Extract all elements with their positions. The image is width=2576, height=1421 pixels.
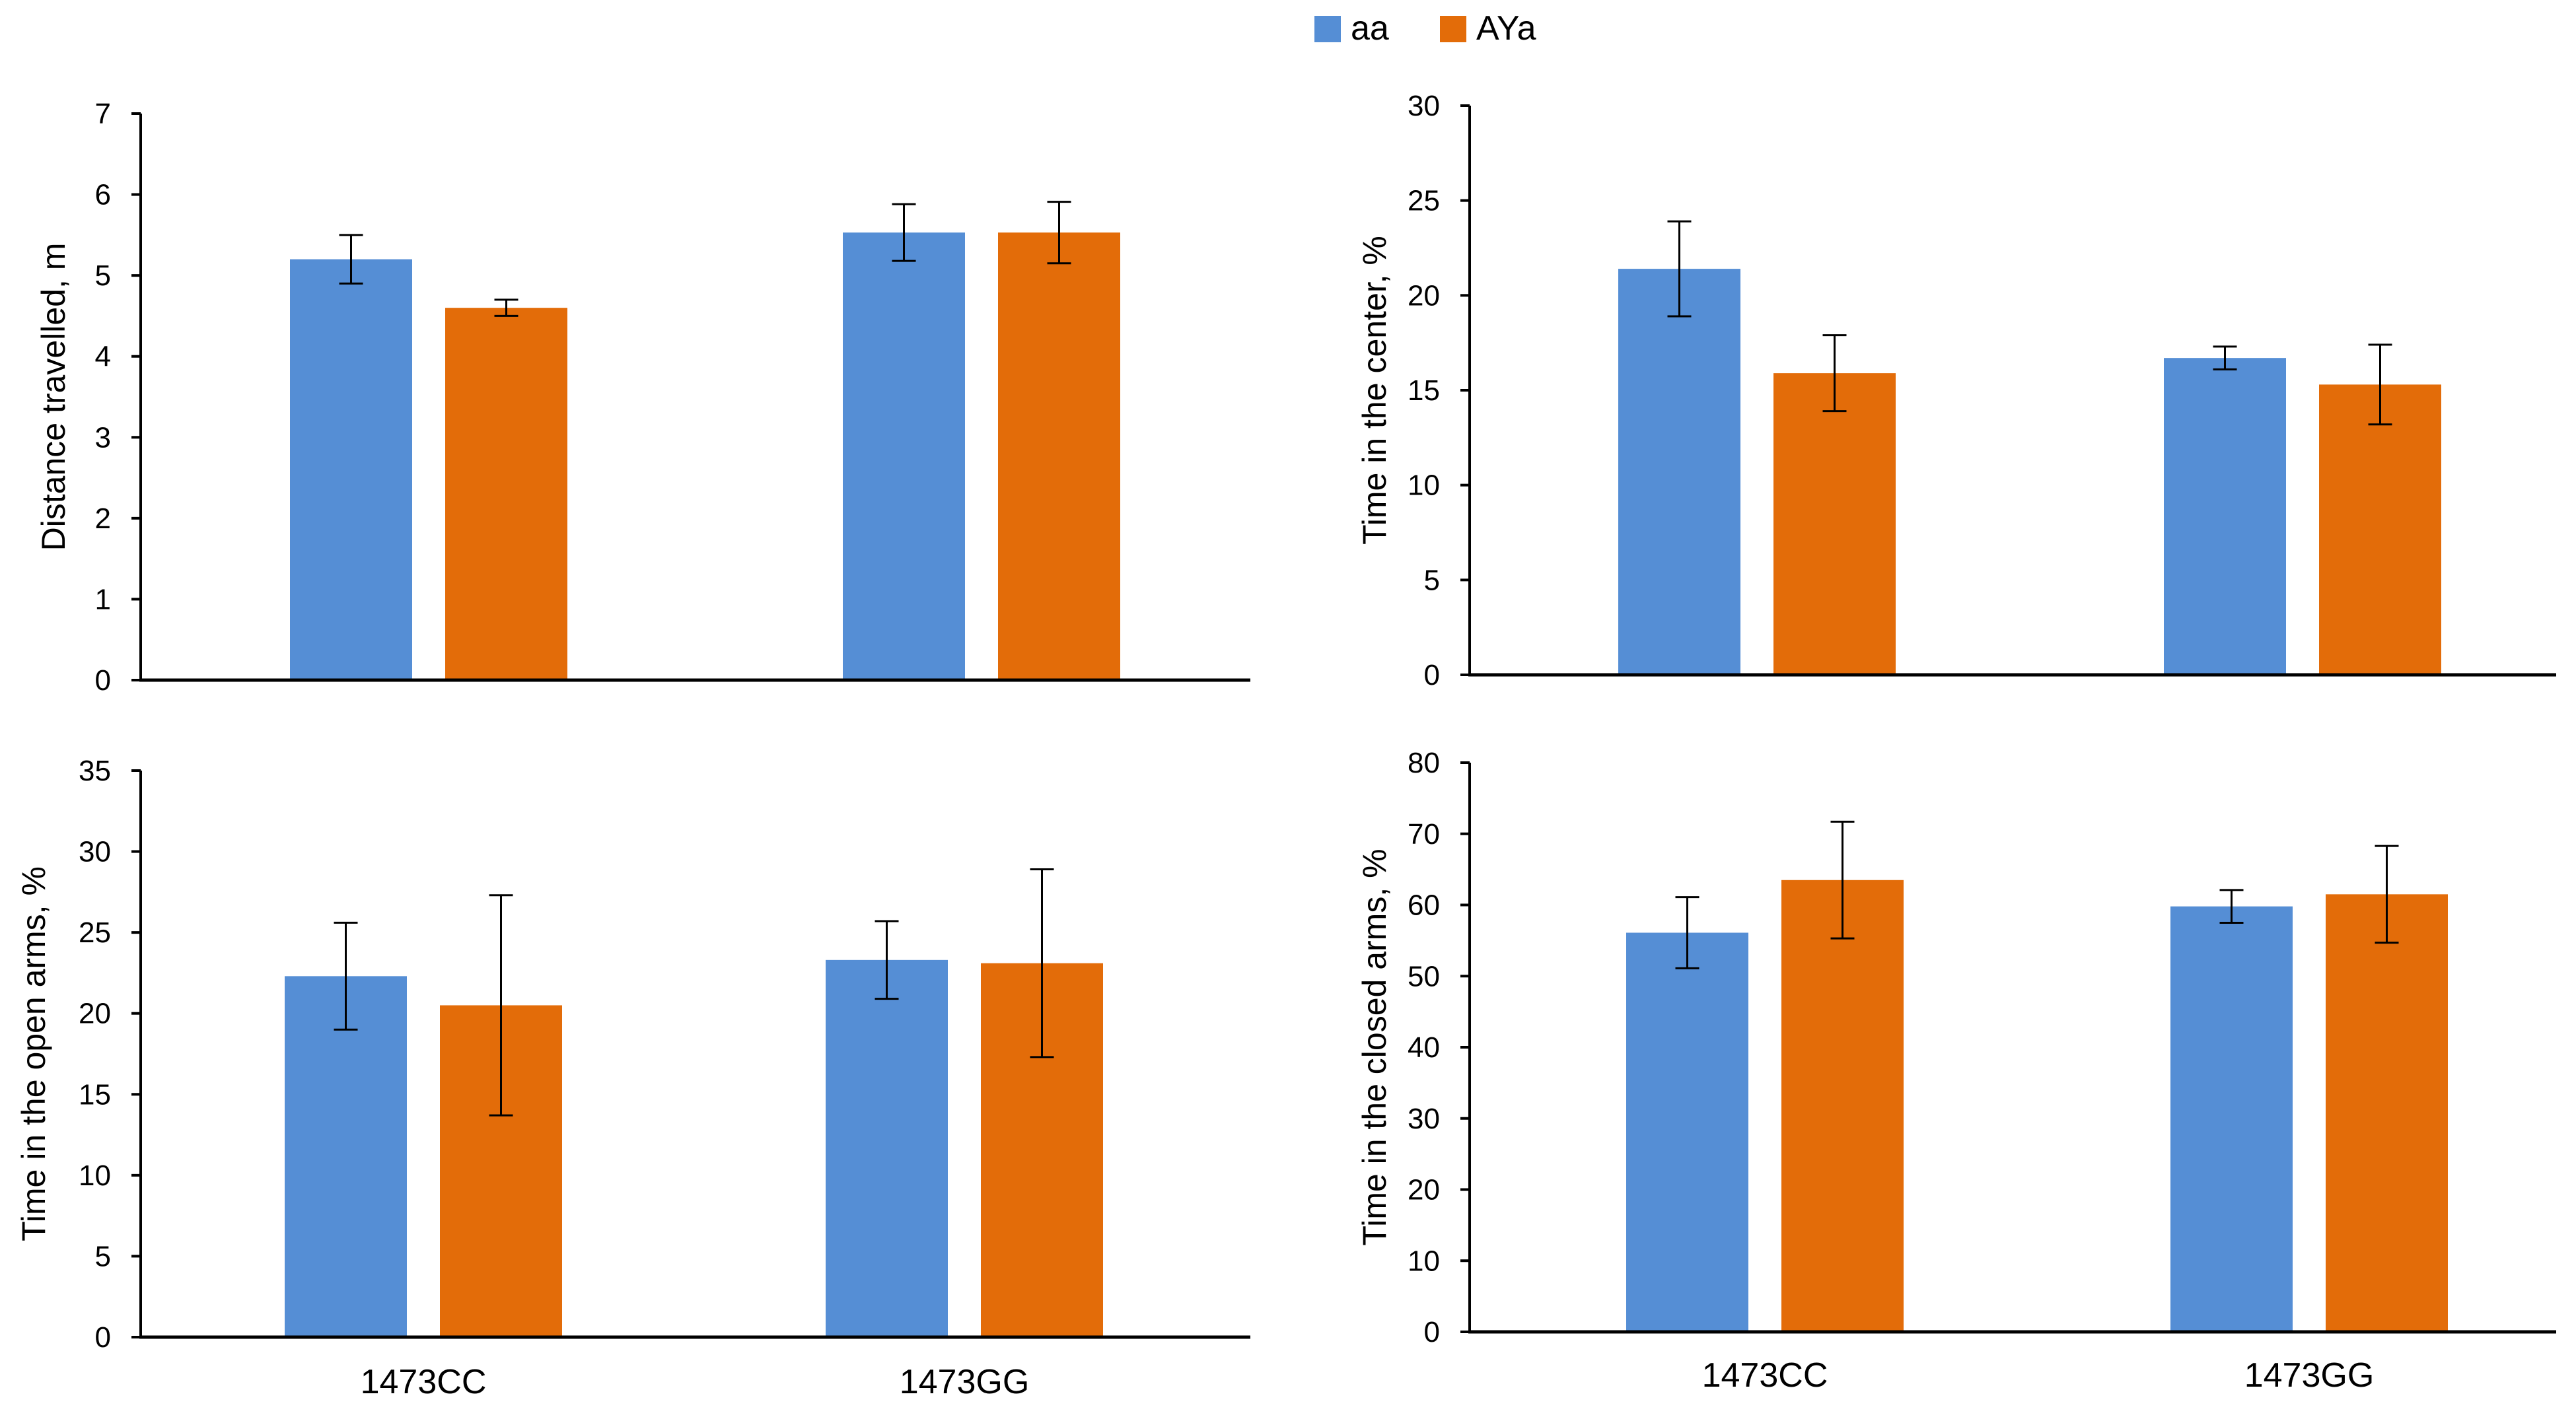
chart-panel-distance: 0 1 2 3 4 5 6 7 Distance travelled, m	[35, 98, 1250, 697]
legend: aa AYa	[1314, 9, 1536, 48]
bar-aa-1473CC	[290, 259, 412, 681]
y-tick-label: 30	[79, 836, 111, 868]
bar-aa-1473CC	[285, 976, 407, 1337]
x-category-label: 1473CC	[1702, 1356, 1828, 1395]
y-tick-label: 0	[95, 1321, 111, 1354]
x-category-label: 1473GG	[2244, 1356, 2375, 1395]
x-category-label: 1473GG	[900, 1363, 1030, 1401]
y-tick-label: 6	[95, 179, 111, 211]
bar-aa-1473GG	[2164, 358, 2286, 675]
y-tick-label: 7	[95, 98, 111, 130]
bar-AYa-1473CC	[445, 308, 567, 681]
y-tick-label: 1	[95, 583, 111, 615]
y-tick-label: 20	[79, 998, 111, 1030]
bar-AYa-1473CC	[1773, 373, 1896, 675]
y-tick-label: 10	[1408, 1245, 1440, 1277]
y-tick-label: 10	[1408, 469, 1440, 502]
y-tick-label: 10	[79, 1160, 111, 1192]
bar-AYa-1473GG	[2319, 384, 2441, 675]
y-tick-label: 20	[1408, 1174, 1440, 1206]
y-axis-label: Time in the open arms, %	[15, 866, 52, 1241]
y-tick-label: 30	[1408, 90, 1440, 122]
bar-aa-1473GG	[843, 232, 965, 680]
chart-panel-center: 0 5 10 15 20 25 30 Time in the center, %	[1356, 90, 2556, 691]
y-tick-label: 15	[1408, 374, 1440, 407]
y-tick-label: 60	[1408, 889, 1440, 922]
y-tick-label: 0	[1424, 1316, 1440, 1348]
y-tick-label: 0	[1424, 659, 1440, 691]
y-tick-label: 50	[1408, 960, 1440, 992]
y-tick-label: 4	[95, 341, 111, 373]
chart-panel-open-arms: 0 5 10 15 20 25 30 35 Time in the open arms, % 14…	[15, 755, 1250, 1401]
legend-label-AYa: AYa	[1476, 9, 1536, 48]
y-tick-label: 5	[95, 1240, 111, 1272]
y-tick-label: 70	[1408, 818, 1440, 850]
y-tick-label: 5	[1424, 564, 1440, 596]
legend-label-aa: aa	[1351, 9, 1389, 48]
y-tick-label: 2	[95, 503, 111, 535]
y-axis-label: Time in the closed arms, %	[1356, 849, 1393, 1245]
y-tick-label: 25	[1408, 185, 1440, 217]
y-tick-label: 25	[79, 917, 111, 949]
bar-AYa-1473GG	[998, 232, 1120, 680]
y-tick-label: 15	[79, 1078, 111, 1111]
x-category-label: 1473CC	[361, 1363, 487, 1401]
y-tick-label: 20	[1408, 279, 1440, 312]
bar-AYa-1473GG	[2326, 894, 2448, 1332]
y-tick-label: 35	[79, 755, 111, 787]
y-axis-label: Distance travelled, m	[35, 243, 72, 551]
y-tick-label: 3	[95, 421, 111, 454]
chart-panel-closed-arms: 0 10 20 30 40 50 60 70 80 Time in the closed arms…	[1356, 747, 2556, 1395]
legend-swatch-AYa	[1440, 16, 1466, 42]
y-tick-label: 0	[95, 664, 111, 697]
y-tick-label: 80	[1408, 747, 1440, 779]
y-tick-label: 30	[1408, 1103, 1440, 1135]
bar-AYa-1473CC	[1781, 880, 1904, 1332]
bar-aa-1473CC	[1626, 932, 1748, 1332]
y-tick-label: 40	[1408, 1031, 1440, 1064]
y-axis-label: Time in the center, %	[1356, 236, 1393, 545]
y-tick-label: 5	[95, 260, 111, 292]
bar-aa-1473CC	[1618, 269, 1740, 675]
bar-aa-1473GG	[826, 959, 948, 1337]
legend-swatch-aa	[1314, 16, 1341, 42]
bar-aa-1473GG	[2170, 906, 2293, 1332]
